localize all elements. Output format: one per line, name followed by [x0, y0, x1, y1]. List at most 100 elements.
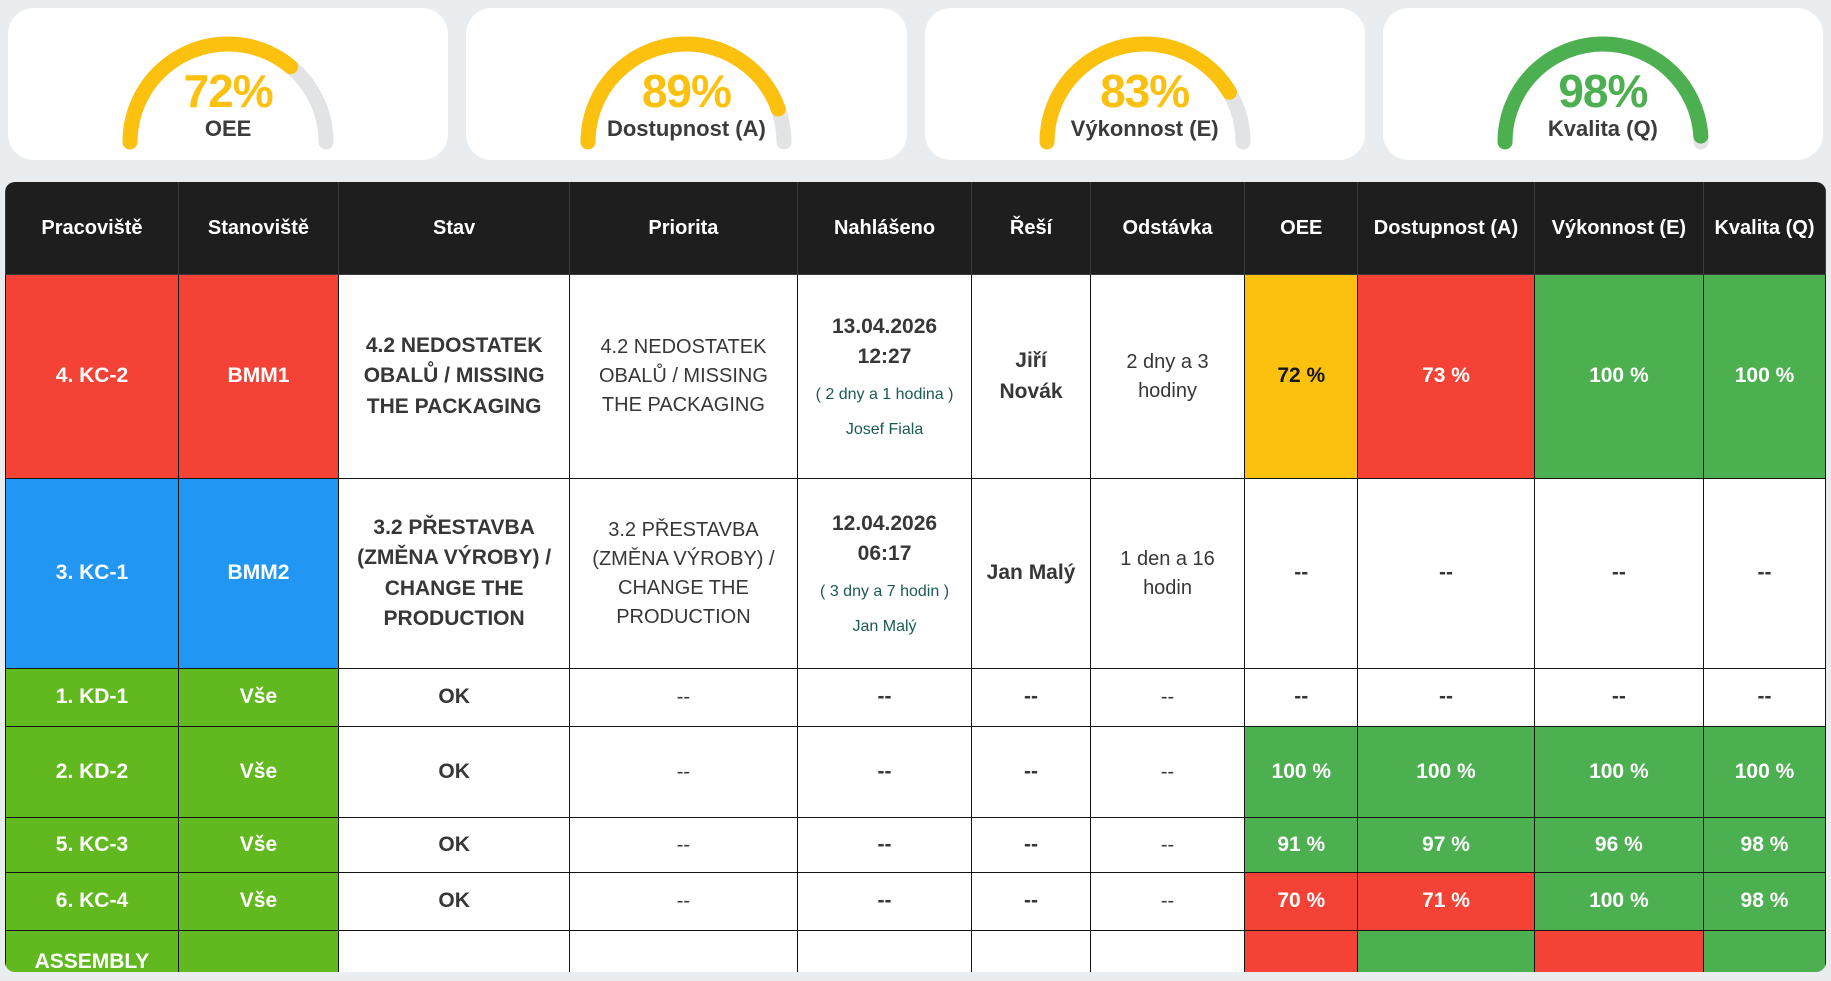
table-row: 1. KD-1 Vše OK -- -- -- -- -- -- -- -- [5, 668, 1826, 727]
table-row: ASSEMBLY [5, 930, 1826, 972]
cell-pracoviste: 5. KC-3 [5, 817, 179, 873]
gauge-value: 72% [183, 65, 274, 117]
cell-priorita: -- [569, 668, 798, 727]
cell-kvalita: -- [1702, 478, 1826, 669]
cell-stanoviste: Vše [177, 872, 340, 931]
table-row: 4. KC-2 BMM1 4.2 NEDOSTATEK OBALŮ / MISSIN… [5, 274, 1826, 479]
gauge-value: 83% [1100, 65, 1190, 117]
reported-datetime: 13.04.2026 12:27 [831, 314, 938, 369]
gauge-dostupnost: 89% Dostupnost (A) [566, 20, 806, 150]
gauge-label: Kvalita (Q) [1547, 116, 1658, 141]
cell-pracoviste: ASSEMBLY [5, 930, 179, 972]
cell-kvalita: 100 % [1702, 726, 1826, 818]
gauge-label: OEE [204, 116, 252, 141]
column-header-oee: OEE [1244, 182, 1359, 275]
cell-stav: OK [338, 668, 571, 727]
cell-resi: -- [971, 817, 1091, 873]
cell-kvalita [1702, 930, 1826, 972]
reported-datetime: -- [877, 759, 892, 783]
cell-stav: 3.2 PŘESTAVBA (ZMĚNA VÝROBY) / CHANGE TH… [338, 478, 571, 669]
cell-stanoviste: BMM1 [177, 274, 340, 479]
cell-dostupnost: 97 % [1357, 817, 1535, 873]
cell-kvalita: 98 % [1702, 817, 1826, 873]
cell-priorita: 3.2 PŘESTAVBA (ZMĚNA VÝROBY) / CHANGE TH… [569, 478, 798, 669]
kpi-cards-row: 72% OEE 89% Dostupnost (A) 83% Výkonnost… [0, 0, 1831, 160]
table-row: 6. KC-4 Vše OK -- -- -- -- 70 % 71 % 100 % 98 % [5, 872, 1826, 931]
reported-elapsed: ( 3 dny a 7 hodin ) [820, 582, 950, 600]
cell-dostupnost: 71 % [1357, 872, 1535, 931]
cell-oee: 100 % [1244, 726, 1359, 818]
cell-pracoviste: 1. KD-1 [5, 668, 179, 727]
gauge-kvalita: 98% Kvalita (Q) [1483, 20, 1723, 150]
cell-odstavka: -- [1089, 872, 1246, 931]
cell-stanoviste: Vše [177, 726, 340, 818]
cell-odstavka: -- [1089, 817, 1246, 873]
cell-oee: 70 % [1244, 872, 1359, 931]
cell-odstavka: -- [1089, 726, 1246, 818]
cell-oee: -- [1244, 668, 1359, 727]
cell-pracoviste: 6. KC-4 [5, 872, 179, 931]
column-header-pracoviste: Pracoviště [5, 182, 179, 275]
cell-stav: 4.2 NEDOSTATEK OBALŮ / MISSING THE PACKA… [338, 274, 571, 479]
kpi-card-vykonnost: 83% Výkonnost (E) [924, 8, 1365, 160]
cell-kvalita: 100 % [1702, 274, 1826, 479]
cell-oee: 72 % [1244, 274, 1359, 479]
cell-resi [971, 930, 1091, 972]
cell-priorita: 4.2 NEDOSTATEK OBALŮ / MISSING THE PACKA… [569, 274, 798, 479]
cell-nahlaseno: -- [796, 668, 973, 727]
cell-priorita: -- [569, 817, 798, 873]
table-row: 3. KC-1 BMM2 3.2 PŘESTAVBA (ZMĚNA VÝROBY) … [5, 478, 1826, 669]
cell-resi: Jan Malý [971, 478, 1091, 669]
cell-vykonnost: 100 % [1533, 872, 1704, 931]
cell-stav: OK [338, 726, 571, 818]
cell-nahlaseno: 13.04.2026 12:27 ( 2 dny a 1 hodina ) Jose… [796, 274, 973, 479]
column-header-vykonnost: Výkonnost (E) [1533, 182, 1704, 275]
column-header-kvalita: Kvalita (Q) [1702, 182, 1826, 275]
cell-priorita [569, 930, 798, 972]
cell-nahlaseno: -- [796, 726, 973, 818]
cell-pracoviste: 2. KD-2 [5, 726, 179, 818]
cell-vykonnost: 100 % [1533, 274, 1704, 479]
cell-priorita: -- [569, 872, 798, 931]
cell-stanoviste: Vše [177, 817, 340, 873]
cell-odstavka: 1 den a 16 hodin [1089, 478, 1246, 669]
status-table-container: Pracoviště Stanoviště Stav Priorita Nahl… [5, 182, 1826, 972]
column-header-stanoviste: Stanoviště [177, 182, 340, 275]
cell-odstavka: 2 dny a 3 hodiny [1089, 274, 1246, 479]
reported-datetime: 12.04.2026 06:17 [831, 511, 938, 566]
cell-dostupnost: 73 % [1357, 274, 1535, 479]
reporter-name: Josef Fiala [845, 420, 924, 438]
cell-nahlaseno: -- [796, 817, 973, 873]
cell-stav: OK [338, 817, 571, 873]
cell-nahlaseno: 12.04.2026 06:17 ( 3 dny a 7 hodin ) Jan M… [796, 478, 973, 669]
kpi-card-kvalita: 98% Kvalita (Q) [1382, 8, 1823, 160]
cell-stav [338, 930, 571, 972]
cell-resi: -- [971, 726, 1091, 818]
column-header-resi: Řeší [971, 182, 1091, 275]
reporter-name: Jan Malý [852, 617, 917, 635]
gauge-label: Výkonnost (E) [1070, 116, 1219, 141]
cell-dostupnost [1357, 930, 1535, 972]
cell-resi: Jiří Novák [971, 274, 1091, 479]
column-header-dostupnost: Dostupnost (A) [1357, 182, 1535, 275]
column-header-stav: Stav [338, 182, 571, 275]
column-header-nahlaseno: Nahlášeno [796, 182, 973, 275]
cell-dostupnost: -- [1357, 668, 1535, 727]
status-table: Pracoviště Stanoviště Stav Priorita Nahl… [5, 182, 1826, 972]
gauge-label: Dostupnost (A) [606, 116, 766, 141]
gauge-oee: 72% OEE [108, 20, 348, 150]
table-row: 2. KD-2 Vše OK -- -- -- -- 100 % 100 % 100 % 100 % [5, 726, 1826, 818]
cell-kvalita: 98 % [1702, 872, 1826, 931]
column-header-odstavka: Odstávka [1089, 182, 1246, 275]
cell-odstavka [1089, 930, 1246, 972]
cell-stanoviste: BMM2 [177, 478, 340, 669]
gauge-arc [1039, 36, 1251, 150]
cell-stav: OK [338, 872, 571, 931]
reported-datetime: -- [877, 889, 892, 913]
cell-dostupnost: -- [1357, 478, 1535, 669]
reported-datetime: -- [877, 685, 892, 709]
table-row: 5. KC-3 Vše OK -- -- -- -- 91 % 97 % 96 % 98 % [5, 817, 1826, 873]
gauge-vykonnost: 83% Výkonnost (E) [1025, 20, 1265, 150]
cell-vykonnost: -- [1533, 668, 1704, 727]
cell-oee: 91 % [1244, 817, 1359, 873]
